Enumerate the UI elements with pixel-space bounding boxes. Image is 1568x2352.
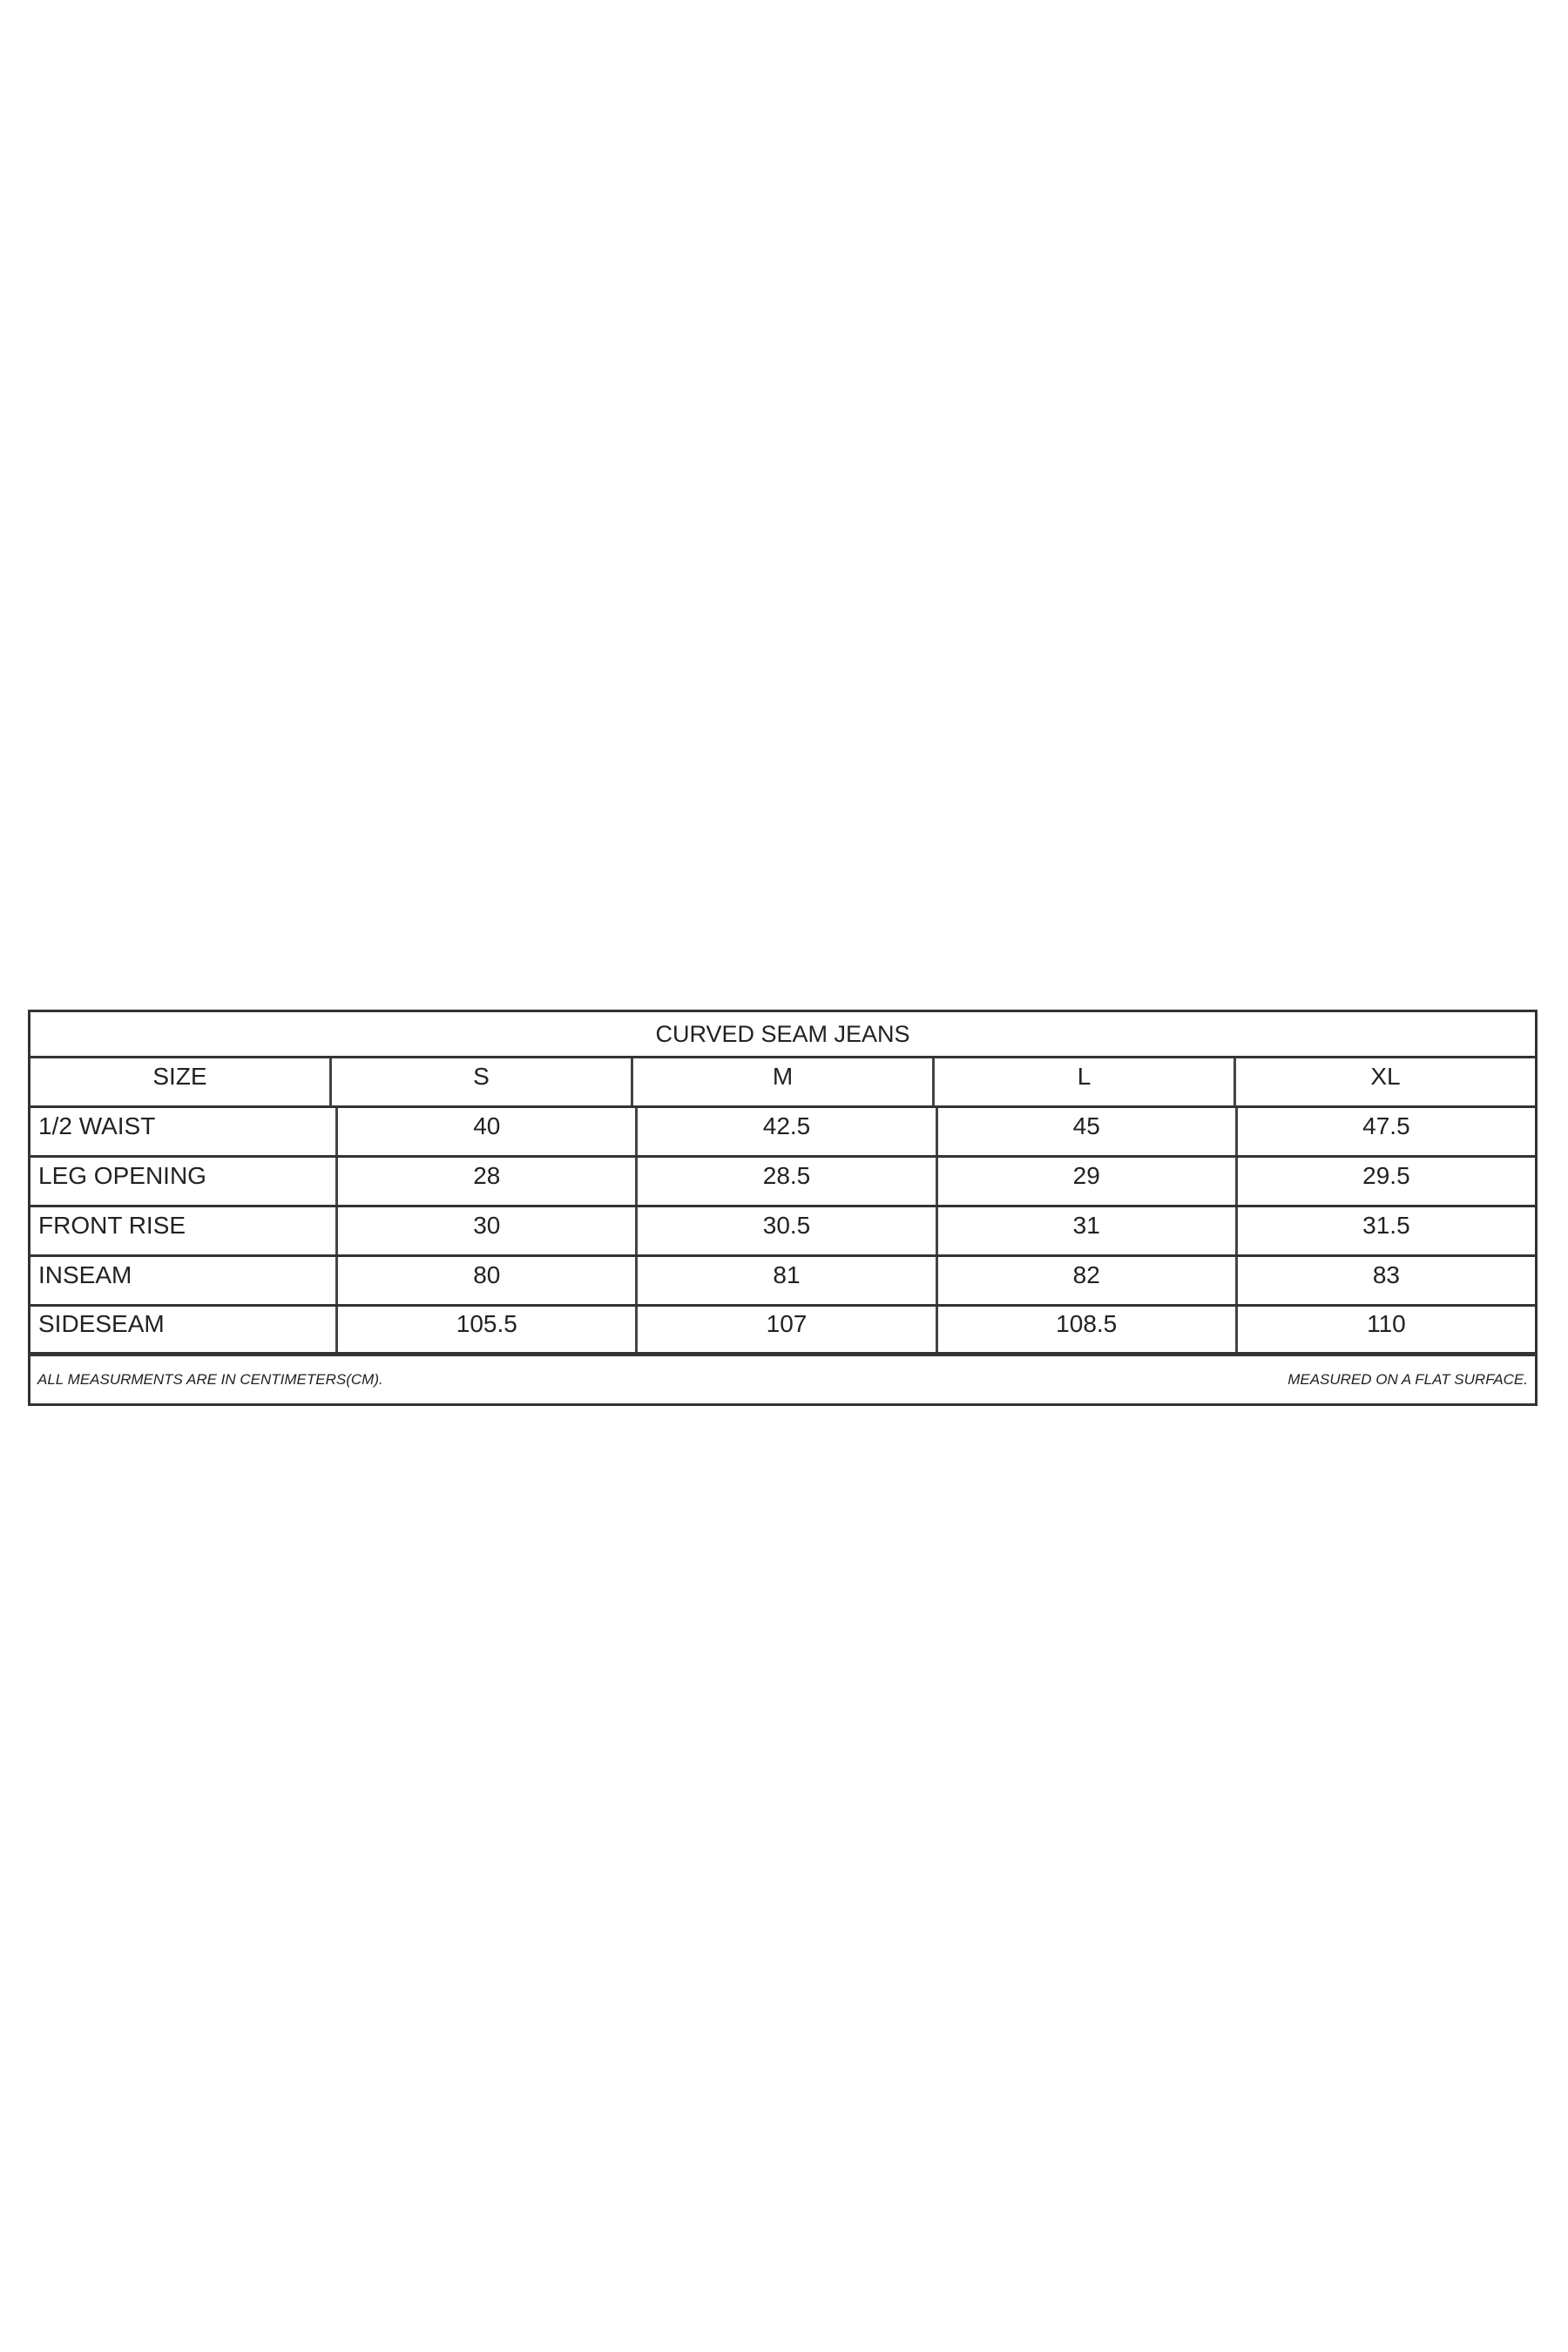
table-cell: 31 (938, 1207, 1238, 1254)
row-label: LEG OPENING (30, 1158, 339, 1205)
table-cell: 82 (938, 1257, 1238, 1304)
table-row: INSEAM 80 81 82 83 (30, 1257, 1535, 1307)
row-label: SIDESEAM (30, 1307, 339, 1352)
table-cell: 31.5 (1362, 1212, 1410, 1239)
table-row: FRONT RISE 30 30.5 31 31.5 (30, 1207, 1535, 1257)
size-chart-table: CURVED SEAM JEANS SIZE S M L XL 1/2 WAIS… (28, 1010, 1538, 1406)
row-label: FRONT RISE (30, 1207, 339, 1254)
table-cell: 29.5 (1362, 1162, 1410, 1189)
table-header-row: SIZE S M L XL (30, 1058, 1535, 1108)
row-label: INSEAM (30, 1257, 339, 1304)
table-cell: 80 (338, 1257, 639, 1304)
table-cell: 110 (1367, 1310, 1406, 1337)
table-row: 1/2 WAIST 40 42.5 45 47.5 (30, 1108, 1535, 1158)
table-cell: 42.5 (638, 1108, 938, 1155)
table-cell: 107 (638, 1307, 938, 1352)
table-row: SIDESEAM 105.5 107 108.5 110 (30, 1307, 1535, 1356)
table-cell: 105.5 (338, 1307, 639, 1352)
header-cell: M (633, 1058, 935, 1105)
table-cell: 28 (338, 1158, 639, 1205)
table-title: CURVED SEAM JEANS (30, 1012, 1535, 1058)
table-cell: 45 (938, 1108, 1238, 1155)
table-cell: 47.5 (1362, 1112, 1410, 1139)
table-cell: 29 (938, 1158, 1238, 1205)
table-cell: 30.5 (638, 1207, 938, 1254)
table-footer: ALL MEASURMENTS ARE IN CENTIMETERS(CM). … (30, 1356, 1535, 1403)
row-label: 1/2 WAIST (30, 1108, 339, 1155)
table-cell: 28.5 (638, 1158, 938, 1205)
table-cell: 40 (338, 1108, 639, 1155)
table-cell: 83 (1372, 1261, 1400, 1288)
table-row: LEG OPENING 28 28.5 29 29.5 (30, 1158, 1535, 1207)
header-cell: L (935, 1058, 1236, 1105)
header-cell: S (332, 1058, 633, 1105)
measure-note: MEASURED ON A FLAT SURFACE. (1288, 1371, 1528, 1388)
header-cell: XL (1370, 1063, 1401, 1090)
table-cell: 81 (638, 1257, 938, 1304)
table-cell: 30 (338, 1207, 639, 1254)
table-cell: 108.5 (938, 1307, 1238, 1352)
units-note: ALL MEASURMENTS ARE IN CENTIMETERS(CM). (37, 1371, 383, 1388)
header-cell: SIZE (30, 1058, 332, 1105)
